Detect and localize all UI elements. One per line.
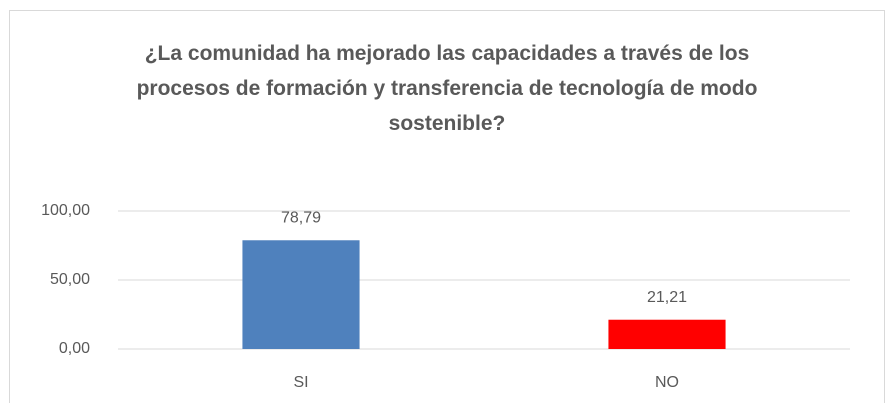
y-tick-label: 100,00 [41,202,90,219]
bar [608,319,726,349]
x-tick-label: NO [655,374,679,391]
chart-title: ¿La comunidad ha mejorado las capacidade… [136,42,758,135]
bar [242,240,360,349]
x-tick-label: SI [293,374,308,391]
chart-border [9,10,885,403]
y-tick-label: 50,00 [50,271,90,288]
value-label: 21,21 [647,289,687,306]
y-tick-label: 0,00 [59,340,90,357]
value-label: 78,79 [281,209,321,226]
